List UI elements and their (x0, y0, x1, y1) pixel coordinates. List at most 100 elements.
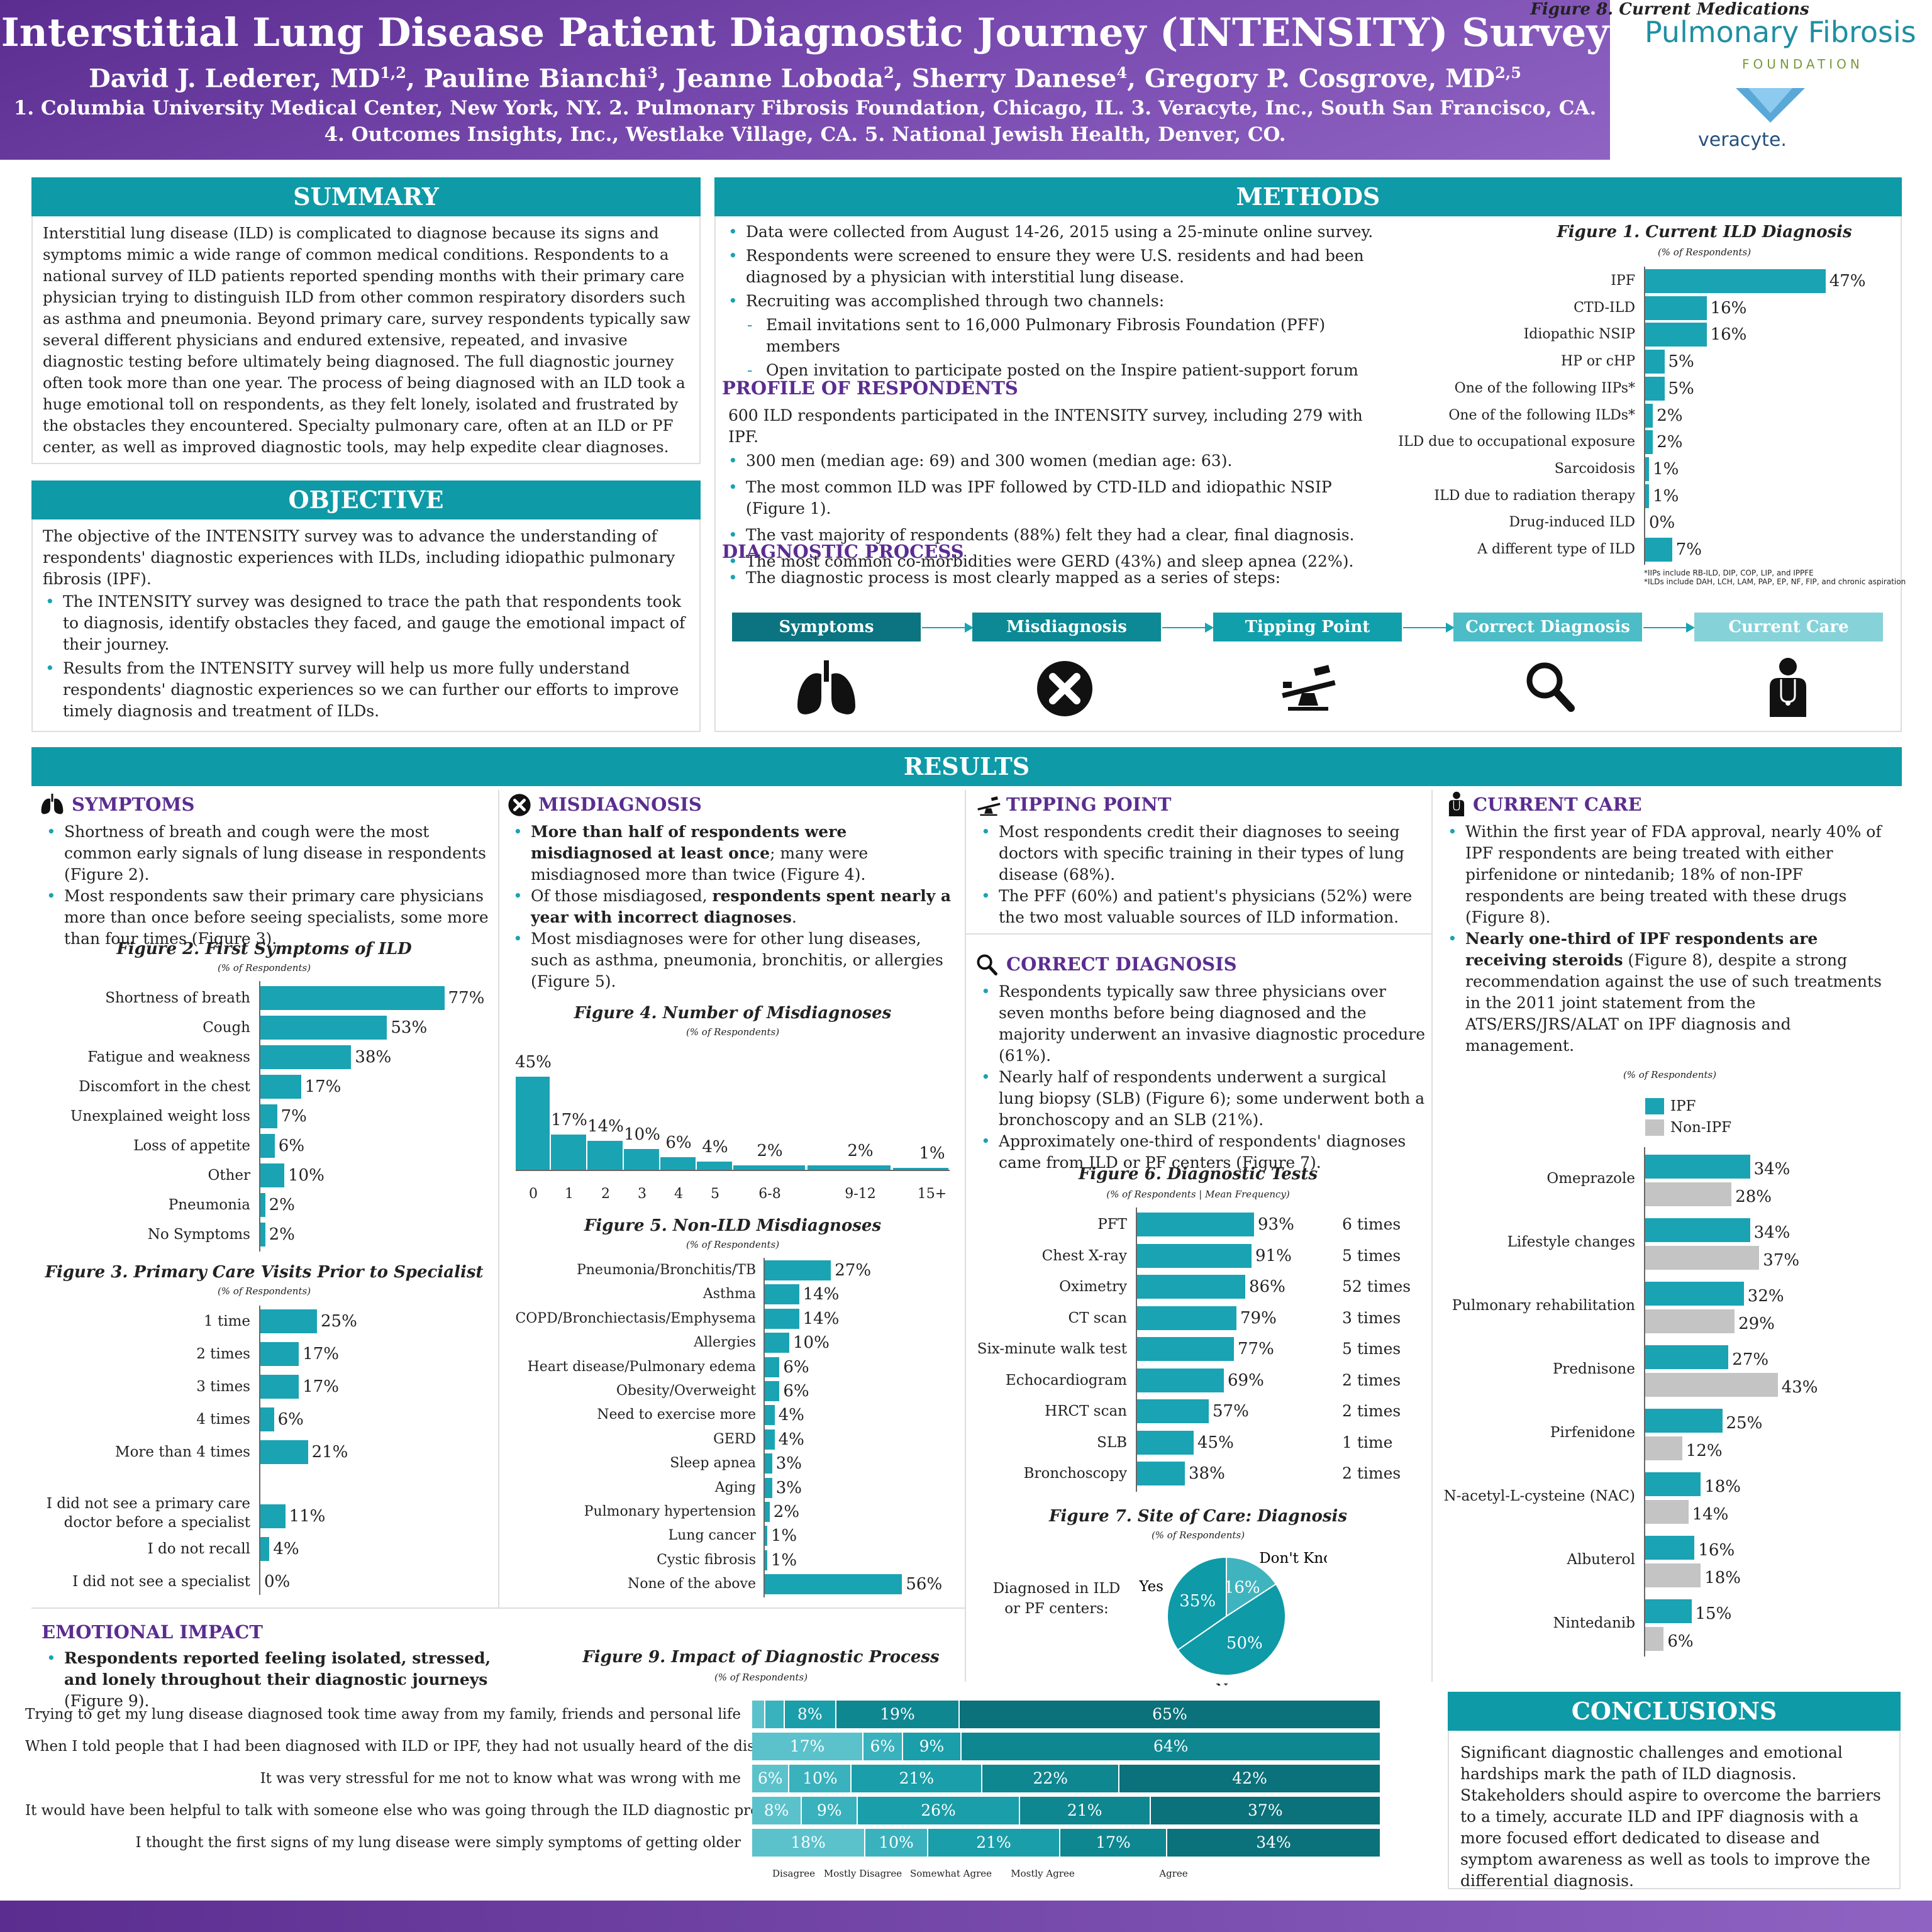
correct-bullet: Respondents typically saw three physicia… (979, 981, 1425, 1067)
fig1-label: A different type of ILD (1477, 541, 1635, 557)
fig4-bar (551, 1134, 586, 1170)
affiliations-2: 4. Outcomes Insights, Inc., Westlake Vil… (324, 123, 1286, 147)
fig1-label: Idiopathic NSIP (1523, 326, 1635, 343)
fig1-label: ILD due to occupational exposure (1398, 434, 1635, 450)
fig5-label: Obesity/Overweight (616, 1383, 756, 1399)
fig5-value: 1% (770, 1550, 797, 1570)
fig5-label: Heart disease/Pulmonary edema (527, 1358, 756, 1375)
fig6-value: 93% (1258, 1215, 1294, 1234)
fig7-subtitle: (% of Respondents) (1151, 1530, 1245, 1541)
fig6-label: SLB (1097, 1434, 1127, 1451)
fig5-bar (765, 1357, 780, 1377)
fig2-value: 77% (448, 989, 485, 1008)
fig5-bar (765, 1429, 775, 1450)
fig6-label: PFT (1097, 1216, 1127, 1233)
fig8-bar-ipf (1645, 1472, 1701, 1496)
profile-bullet: The most common ILD was IPF followed by … (726, 477, 1392, 519)
lungs-icon (41, 794, 64, 814)
fig8-bar-ipf (1645, 1218, 1750, 1242)
legend-ipf-swatch (1645, 1098, 1664, 1114)
fig9-label: When I told people that I had been diagn… (25, 1738, 788, 1755)
symptoms-bullet: Most respondents saw their primary care … (44, 886, 491, 950)
fig4-title: Figure 4. Number of Misdiagnoses (574, 1004, 892, 1023)
fig9-segment: 10% (865, 1829, 928, 1857)
fig2-axis (259, 981, 260, 1252)
fig5-bar (765, 1550, 767, 1570)
fig7-title: Figure 7. Site of Care: Diagnosis (1048, 1507, 1348, 1526)
fig7-label: No (1216, 1682, 1237, 1685)
fig4-tick: 3 (638, 1186, 647, 1202)
fig1-bar (1645, 430, 1653, 455)
fig1-value: 47% (1829, 272, 1866, 291)
fig6-frequency: 5 times (1342, 1246, 1401, 1265)
fig8-bar-non-ipf (1645, 1500, 1689, 1524)
fig2-label: Unexplained weight loss (70, 1108, 250, 1124)
x-circle-icon (1037, 661, 1092, 716)
fig3-value: 11% (289, 1507, 326, 1526)
fig8-label: Pirfenidone (1550, 1424, 1635, 1441)
fig1-bar (1645, 538, 1672, 562)
fig5-bar (765, 1308, 799, 1329)
fig7-pie: 35% Yes 16% Don't Know 50% No (1138, 1550, 1327, 1685)
fig2-bar (260, 1134, 275, 1158)
seesaw-icon (1282, 665, 1336, 711)
fig8-axis (1644, 1147, 1645, 1657)
fig6-value: 57% (1213, 1402, 1249, 1421)
fig2-bar (260, 1045, 352, 1069)
fig5-bar (765, 1453, 772, 1474)
fig5-bar (765, 1333, 789, 1353)
fig1-bar (1645, 269, 1826, 293)
fig5-label: None of the above (628, 1576, 756, 1592)
fig3-label: I did not see a specialist (72, 1574, 250, 1590)
fig8-value: 18% (1704, 1477, 1741, 1496)
symptoms-bullet: Shortness of breath and cough were the m… (44, 821, 491, 886)
fig2-label: Pneumonia (168, 1197, 250, 1213)
emotional-bullet: Respondents reported feeling isolated, s… (44, 1648, 522, 1712)
fig6-value: 91% (1255, 1246, 1292, 1265)
fig1-axis (1644, 267, 1645, 565)
fig4-bar (697, 1161, 732, 1170)
fig6-frequency: 2 times (1342, 1464, 1401, 1482)
affiliations-1: 1. Columbia University Medical Center, N… (13, 97, 1597, 120)
fig8-value: 27% (1732, 1350, 1769, 1369)
fig8-bar-non-ipf (1645, 1182, 1732, 1206)
fig4-value: 17% (551, 1110, 587, 1130)
fig4-axis (516, 1170, 950, 1171)
fig5-label: COPD/Bronchiectasis/Emphysema (515, 1310, 756, 1326)
fig3-bar (260, 1440, 308, 1464)
fig4-value: 45% (515, 1052, 552, 1072)
misdiagnosis-heading: MISDIAGNOSIS (538, 794, 702, 815)
fig5-bar (765, 1260, 831, 1280)
fig6-label: Oximetry (1059, 1279, 1127, 1295)
fig7-label: Don't Know (1259, 1550, 1327, 1567)
fig1-bar (1645, 376, 1665, 401)
fig8-value: 25% (1726, 1414, 1763, 1433)
fig1-notes: *IIPs include RB-ILD, DIP, COP, LIP, and… (1644, 569, 1906, 586)
fig6-frequency: 2 times (1342, 1402, 1401, 1420)
doctor-icon (1448, 791, 1465, 816)
row-divider (966, 933, 1431, 935)
fig8-bar-ipf (1645, 1409, 1723, 1433)
fig9-segment: 64% (962, 1733, 1381, 1760)
fig9-legend-label: Disagree (772, 1868, 815, 1879)
fig2-label: Fatigue and weakness (87, 1049, 250, 1065)
fig3-label: 1 time (204, 1313, 250, 1330)
fig3-label: More than 4 times (115, 1444, 250, 1460)
fig7-label: Diagnosed in ILD or PF centers: (992, 1580, 1121, 1617)
fig2-value: 2% (269, 1225, 295, 1244)
fig4-tick: 0 (529, 1186, 538, 1202)
fig5-value: 10% (793, 1333, 830, 1353)
fig8-bar-ipf (1645, 1599, 1692, 1623)
fig4-bar (733, 1165, 805, 1170)
fig3-bar (260, 1309, 317, 1333)
fig2-value: 2% (269, 1196, 295, 1214)
lungs-icon (797, 660, 855, 714)
author: Gregory P. Cosgrove, MD (1145, 64, 1496, 94)
fig5-axis (763, 1258, 765, 1597)
fig5-bar (765, 1477, 772, 1498)
fig3-axis (259, 1306, 260, 1595)
fig4-value: 1% (919, 1143, 945, 1163)
fig2-bar (260, 1163, 284, 1187)
fig8-subtitle: (% of Respondents) (1623, 1069, 1717, 1080)
fig8-label: Lifestyle changes (1507, 1234, 1635, 1250)
